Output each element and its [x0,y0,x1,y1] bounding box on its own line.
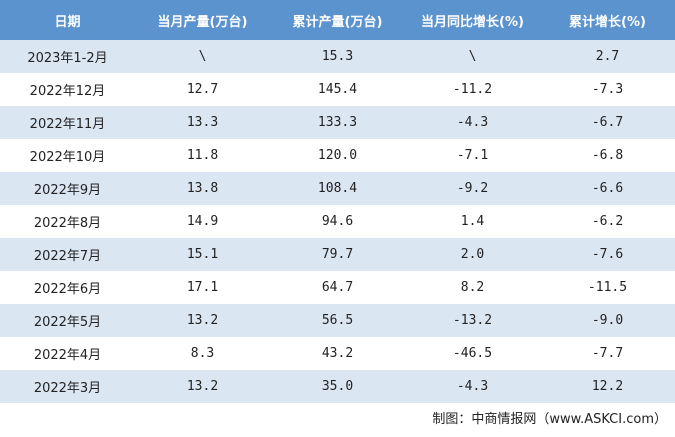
table-cell: 1.4 [405,205,540,238]
table-cell: 2022年8月 [0,205,135,238]
table-cell: 79.7 [270,238,405,271]
table-cell: 108.4 [270,172,405,205]
table-row: 2022年8月 14.9 94.6 1.4 -6.2 [0,205,675,238]
header-cell: 当月产量(万台) [135,0,270,40]
table-cell: 15.3 [270,40,405,73]
table-row: 2022年7月 15.1 79.7 2.0 -7.6 [0,238,675,271]
table-cell: 2022年7月 [0,238,135,271]
table-row: 2022年9月 13.8 108.4 -9.2 -6.6 [0,172,675,205]
table-cell: -7.6 [540,238,675,271]
table-cell: -7.1 [405,139,540,172]
table-cell: -6.6 [540,172,675,205]
table-cell: 2022年4月 [0,337,135,370]
table-cell: 2022年9月 [0,172,135,205]
table-cell: 64.7 [270,271,405,304]
table-cell: 17.1 [135,271,270,304]
table-cell: 145.4 [270,73,405,106]
table-cell: -9.2 [405,172,540,205]
table-row: 2022年6月 17.1 64.7 8.2 -11.5 [0,271,675,304]
table-cell: 2022年5月 [0,304,135,337]
table-cell: 13.2 [135,370,270,403]
table-cell: \ [405,40,540,73]
table-cell: 2.7 [540,40,675,73]
table-cell: -6.2 [540,205,675,238]
table-row: 2022年3月 13.2 35.0 -4.3 12.2 [0,370,675,403]
table-cell: 2022年10月 [0,139,135,172]
header-cell: 当月同比增长(%) [405,0,540,40]
table-cell: 8.3 [135,337,270,370]
table-cell: 13.3 [135,106,270,139]
table-cell: -6.7 [540,106,675,139]
table-cell: -11.2 [405,73,540,106]
table-cell: 15.1 [135,238,270,271]
table-cell: -4.3 [405,370,540,403]
data-table: 日期 当月产量(万台) 累计产量(万台) 当月同比增长(%) 累计增长(%) 2023年… [0,0,675,403]
table-cell: \ [135,40,270,73]
table-cell: 14.9 [135,205,270,238]
header-row: 日期 当月产量(万台) 累计产量(万台) 当月同比增长(%) 累计增长(%) [0,0,675,40]
table-cell: 56.5 [270,304,405,337]
table-cell: -46.5 [405,337,540,370]
table-cell: 11.8 [135,139,270,172]
table-cell: -4.3 [405,106,540,139]
table-cell: 12.7 [135,73,270,106]
table-row: 2022年4月 8.3 43.2 -46.5 -7.7 [0,337,675,370]
table-cell: -11.5 [540,271,675,304]
table-cell: 12.2 [540,370,675,403]
table-cell: 8.2 [405,271,540,304]
table-cell: 120.0 [270,139,405,172]
table-cell: -13.2 [405,304,540,337]
table-row: 2023年1-2月 \ 15.3 \ 2.7 [0,40,675,73]
header-cell: 日期 [0,0,135,40]
table-row: 2022年12月 12.7 145.4 -11.2 -7.3 [0,73,675,106]
table-cell: -6.8 [540,139,675,172]
table-cell: 94.6 [270,205,405,238]
table-cell: 13.2 [135,304,270,337]
table-cell: -7.3 [540,73,675,106]
table-cell: 2022年12月 [0,73,135,106]
table-cell: 35.0 [270,370,405,403]
table-cell: 13.8 [135,172,270,205]
table-cell: 2.0 [405,238,540,271]
header-cell: 累计产量(万台) [270,0,405,40]
header-cell: 累计增长(%) [540,0,675,40]
table-row: 2022年5月 13.2 56.5 -13.2 -9.0 [0,304,675,337]
table-cell: 2023年1-2月 [0,40,135,73]
table-row: 2022年11月 13.3 133.3 -4.3 -6.7 [0,106,675,139]
table-row: 2022年10月 11.8 120.0 -7.1 -6.8 [0,139,675,172]
table-cell: 2022年11月 [0,106,135,139]
table-cell: -7.7 [540,337,675,370]
table-cell: 2022年3月 [0,370,135,403]
table-cell: 43.2 [270,337,405,370]
table-cell: 2022年6月 [0,271,135,304]
table-cell: -9.0 [540,304,675,337]
source-note: 制图：中商情报网（www.ASKCI.com） [432,412,667,427]
table-cell: 133.3 [270,106,405,139]
